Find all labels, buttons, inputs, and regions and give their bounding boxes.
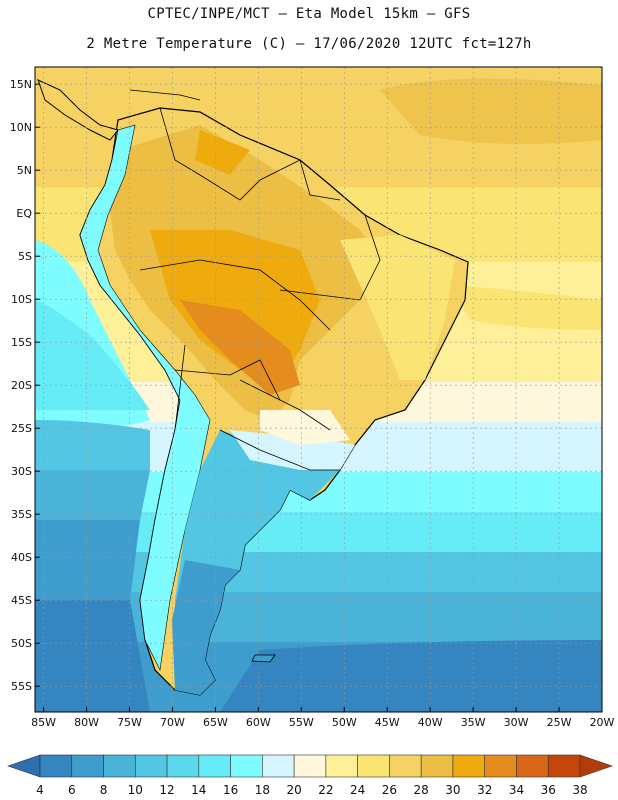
lon-tick-label: 85W <box>31 716 56 729</box>
colorbar-label: 22 <box>318 783 333 797</box>
lon-tick-label: 45W <box>375 716 400 729</box>
map-title-line-1: CPTEC/INPE/MCT – Eta Model 15km – GFS <box>147 6 471 22</box>
colorbar-label: 32 <box>477 783 492 797</box>
axis-ticks: 15N 10N 5N EQ 5S 10S 15S 20S 25S 30S 35S 40S 45S 50S 5… <box>10 78 615 729</box>
colorbar-label: 10 <box>128 783 143 797</box>
colorbar-swatch <box>39 754 73 778</box>
map-frame <box>34 66 603 713</box>
lon-tick-label: 50W <box>332 716 357 729</box>
colorbar-label: 36 <box>541 783 556 797</box>
colorbar-high-arrow <box>579 754 613 778</box>
lat-tick-label: 15S <box>11 336 32 349</box>
temperature-colorbar: 4 6 8 10 12 14 16 18 20 22 24 26 28 30 32 34 36 38 <box>7 754 613 797</box>
lon-tick-label: 80W <box>74 716 99 729</box>
colorbar-label: 8 <box>100 783 108 797</box>
lon-tick-label: 65W <box>203 716 228 729</box>
colorbar-label: 30 <box>445 783 460 797</box>
lon-tick-label: 20W <box>590 716 615 729</box>
lat-tick-label: 5N <box>17 164 32 177</box>
lat-tick-label: 50S <box>11 637 32 650</box>
colorbar-label: 4 <box>36 783 44 797</box>
colorbar-label: 16 <box>223 783 238 797</box>
colorbar-swatch <box>262 754 295 778</box>
colorbar-label: 24 <box>350 783 365 797</box>
lon-tick-label: 55W <box>289 716 314 729</box>
lon-tick-label: 75W <box>117 716 142 729</box>
colorbar-label: 34 <box>509 783 524 797</box>
colorbar-swatch <box>293 754 327 778</box>
lat-tick-label: 20S <box>11 379 32 392</box>
colorbar-swatch <box>198 754 231 778</box>
colorbar-swatch <box>230 754 263 778</box>
lon-tick-label: 35W <box>461 716 486 729</box>
lon-tick-label: 40W <box>418 716 443 729</box>
lat-tick-label: 45S <box>11 594 32 607</box>
colorbar-label: 18 <box>255 783 270 797</box>
lat-tick-label: 55S <box>11 680 32 693</box>
colorbar-label: 20 <box>286 783 301 797</box>
lat-tick-label: 25S <box>11 422 32 435</box>
colorbar-label: 12 <box>159 783 174 797</box>
colorbar-low-arrow <box>7 754 41 778</box>
country-borders <box>139 107 381 471</box>
colorbar-swatch <box>103 754 136 778</box>
colorbar-swatch <box>484 754 517 778</box>
colorbar-swatch <box>166 754 200 778</box>
lon-tick-label: 70W <box>160 716 185 729</box>
colorbar-label: 14 <box>191 783 206 797</box>
colorbar-swatch <box>71 754 104 778</box>
colorbar-swatch <box>134 754 168 778</box>
lat-tick-label: 30S <box>11 465 32 478</box>
lon-tick-label: 25W <box>547 716 572 729</box>
lat-tick-label: 40S <box>11 551 32 564</box>
lat-tick-label: 5S <box>18 250 32 263</box>
colorbar-swatch <box>389 754 422 778</box>
lat-tick-label: 10S <box>11 293 32 306</box>
colorbar-swatch <box>420 754 454 778</box>
colorbar-label: 28 <box>414 783 429 797</box>
lat-tick-label: 15N <box>10 78 32 91</box>
lat-tick-label: 35S <box>11 508 32 521</box>
colorbar-label: 6 <box>68 783 76 797</box>
colorbar-label: 38 <box>572 783 587 797</box>
colorbar-label: 26 <box>382 783 397 797</box>
colorbar-swatch <box>452 754 486 778</box>
map-title-line-2: 2 Metre Temperature (C) – 17/06/2020 12U… <box>86 36 532 52</box>
lat-tick-label: 10N <box>10 121 32 134</box>
lon-tick-label: 30W <box>504 716 529 729</box>
colorbar-swatch <box>547 754 581 778</box>
temperature-field <box>35 67 602 712</box>
colorbar-swatch <box>325 754 358 778</box>
colorbar-swatch <box>357 754 390 778</box>
colorbar-swatch <box>516 754 549 778</box>
lon-tick-label: 60W <box>246 716 271 729</box>
lat-tick-label: EQ <box>16 207 32 220</box>
